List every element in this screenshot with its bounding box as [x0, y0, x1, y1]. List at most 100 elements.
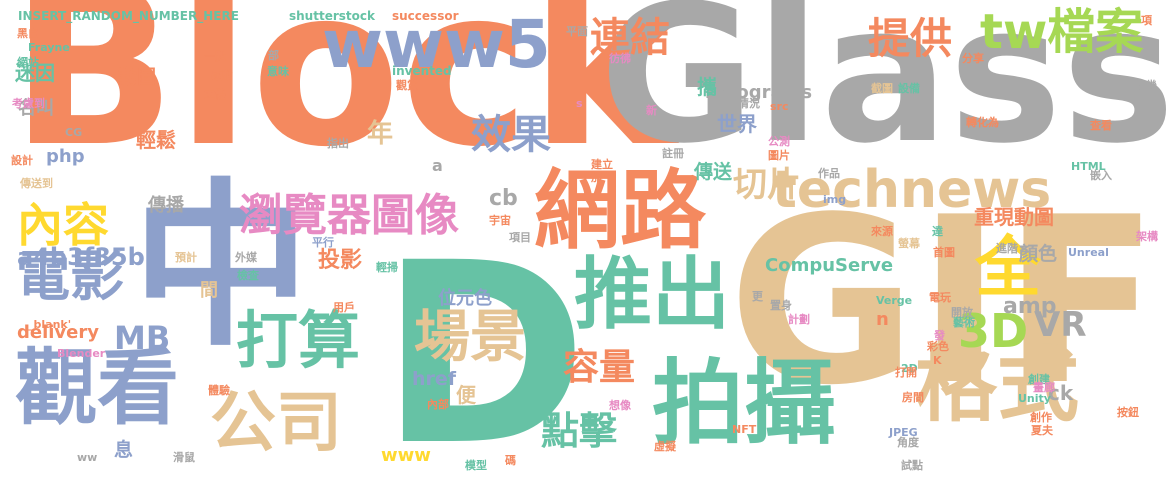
- cloud-word: 瀏覽器圖像: [239, 190, 459, 241]
- cloud-word: Glass: [599, 0, 1175, 185]
- cloud-word: 投影: [318, 248, 363, 273]
- cloud-word: 項: [1141, 14, 1152, 27]
- cloud-word: 虛擬: [654, 440, 676, 453]
- cloud-word: 傳送: [694, 161, 733, 183]
- cloud-word: 試點: [901, 459, 923, 472]
- cloud-word: 3D: [958, 304, 1029, 358]
- cloud-word: MB: [114, 319, 171, 357]
- cloud-word: Unity: [1018, 392, 1051, 405]
- cloud-word: _blank': [28, 318, 72, 331]
- cloud-word: 想像: [609, 399, 631, 412]
- cloud-word: 攜: [697, 75, 717, 99]
- cloud-word: ww: [77, 451, 98, 464]
- cloud-word: 夏夫: [1031, 424, 1053, 437]
- cloud-word: successor: [392, 9, 459, 23]
- cloud-word: 碼: [505, 454, 516, 467]
- cloud-word: 情況: [738, 97, 760, 110]
- cloud-word: 滑鼠: [173, 451, 195, 464]
- cloud-word: 體驗: [208, 384, 230, 397]
- cloud-word: 重現動圖: [974, 205, 1054, 229]
- cloud-word: 設計: [11, 154, 33, 167]
- cloud-word: 房間: [902, 391, 924, 404]
- cloud-word: 藝術: [953, 316, 975, 329]
- cloud-word: 平行: [312, 236, 334, 249]
- cloud-word: K: [933, 354, 942, 367]
- cloud-word: 作品: [818, 167, 840, 180]
- cloud-word: 連結: [590, 15, 670, 61]
- cloud-word: 間: [200, 280, 218, 301]
- cloud-word: www: [381, 445, 431, 466]
- cloud-word: 打算: [236, 304, 361, 377]
- cloud-word: 網站: [17, 56, 39, 69]
- cloud-word: 中: [132, 163, 310, 370]
- cloud-word: 創作: [1030, 411, 1052, 424]
- cloud-word: s: [576, 97, 583, 110]
- cloud-word: GIF: [728, 169, 1160, 436]
- cloud-word: 傳送到: [20, 177, 53, 190]
- cloud-word: 場景: [414, 305, 526, 370]
- cloud-word: 一點: [204, 50, 226, 63]
- cloud-word: 發: [934, 329, 945, 342]
- cloud-word: 置身: [770, 299, 792, 312]
- cloud-word: a: [432, 156, 443, 175]
- cloud-word: Blender: [57, 347, 106, 360]
- cloud-word: Frayne: [28, 41, 70, 54]
- cloud-word: delivery: [17, 322, 99, 343]
- cloud-word: 觀賞: [396, 79, 418, 92]
- cloud-word: 螢幕: [898, 237, 920, 250]
- cloud-word: 彷彿: [609, 52, 631, 65]
- cloud-word: 內部: [427, 398, 449, 411]
- cloud-word: 顏色: [1019, 243, 1058, 265]
- cloud-word: 檢查: [237, 269, 259, 282]
- cloud-word: 預計: [175, 251, 197, 264]
- cloud-word: php: [46, 146, 85, 167]
- cloud-word: img: [823, 193, 847, 206]
- cloud-word: 開放: [951, 306, 973, 319]
- cloud-word: VR: [1034, 305, 1087, 345]
- cloud-word: 年: [367, 119, 394, 149]
- cloud-word: n: [876, 309, 889, 330]
- cloud-word: 創建: [1028, 373, 1050, 386]
- cloud-word: 輕鬆: [136, 128, 176, 152]
- cloud-word: 效果: [471, 112, 551, 158]
- cloud-word: 嵌入: [1090, 169, 1112, 182]
- cloud-word: 好幾: [1135, 79, 1157, 92]
- cloud-word: tw檔案: [980, 4, 1144, 60]
- cloud-word: Verge: [876, 294, 913, 307]
- cloud-word: 來源: [871, 225, 893, 238]
- cloud-word: 全: [975, 229, 1041, 306]
- cloud-word: shutterstock: [289, 9, 375, 23]
- cloud-word: invented: [392, 64, 452, 78]
- cloud-word: 點擊: [541, 409, 618, 453]
- cloud-word: holograms: [705, 82, 813, 103]
- cloud-word: 模型: [465, 459, 487, 472]
- cloud-word: 意味: [267, 65, 289, 78]
- cloud-word: 迷因: [15, 61, 55, 85]
- cloud-word: CompuServe: [765, 255, 894, 276]
- cloud-word: 彩色: [927, 340, 949, 353]
- cloud-word: 查看: [1090, 119, 1112, 132]
- cloud-word: 加: [591, 171, 602, 184]
- cloud-word: 計劃: [788, 313, 810, 326]
- cloud-word: 設備: [898, 82, 920, 95]
- cloud-word: 畫廊: [1033, 381, 1055, 394]
- cloud-word: 公司: [210, 384, 342, 461]
- cloud-word: 用戶: [333, 301, 355, 314]
- cloud-word: 截圖: [871, 82, 893, 95]
- cloud-word: 便: [456, 383, 476, 407]
- cloud-word: 部: [268, 49, 279, 62]
- cloud-word: 2D: [901, 362, 918, 375]
- cloud-word: a4b3f35b: [17, 243, 145, 271]
- cloud-word: 外媒: [235, 251, 257, 264]
- cloud-word: 建立: [591, 158, 613, 171]
- cloud-word: 啟動: [211, 69, 233, 82]
- cloud-word: Block: [10, 0, 675, 195]
- cloud-word: amp: [1003, 294, 1057, 319]
- cloud-word: technews: [772, 160, 1052, 220]
- cloud-word: 電影: [16, 245, 124, 308]
- cloud-word: D: [380, 209, 588, 482]
- cloud-word: 進階: [996, 242, 1018, 255]
- cloud-word: JPEG: [889, 426, 918, 439]
- cloud-word: 切片: [733, 165, 801, 205]
